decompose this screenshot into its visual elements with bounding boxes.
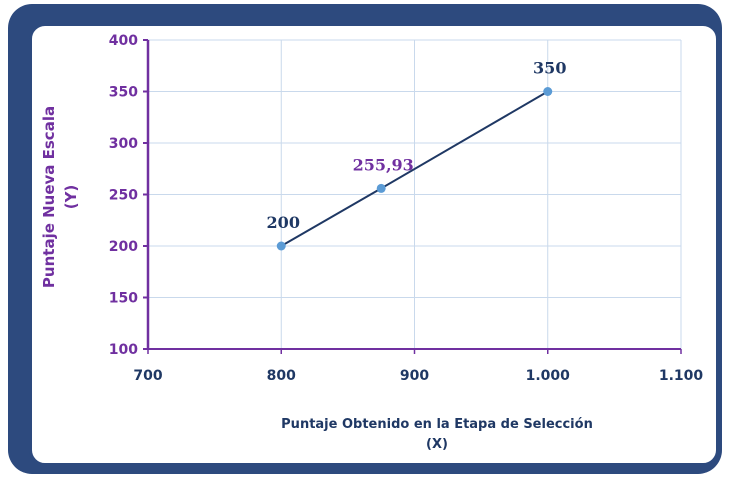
chart-panel [29,23,719,466]
y-axis-ticks: 100 150 200 250 300 350 400 [109,33,138,358]
x-axis-title-sub: (X) [426,437,448,452]
y-tick-label: 100 [109,342,138,358]
y-axis-title: Puntaje Nueva Escala [40,106,58,288]
x-tick-label: 700 [133,368,162,384]
y-tick-label: 200 [109,239,138,255]
y-tick-label: 350 [109,85,138,101]
y-tick-label: 250 [109,188,138,204]
y-tick-label: 150 [109,291,138,307]
x-tick-label: 1.000 [526,368,571,384]
data-point [276,241,286,251]
x-tick-label: 1.100 [659,368,704,384]
data-labels: 200 255,93 350 [267,59,567,233]
x-axis-ticks: 700 800 900 1.000 1.100 [133,368,703,384]
y-tick-label: 300 [109,136,138,152]
data-series [276,87,553,251]
data-point [543,87,553,96]
x-tick-label: 900 [400,368,429,384]
y-axis-title-sub: (Y) [62,185,80,210]
data-label: 350 [533,59,566,78]
chart-frame [8,4,722,474]
data-point [376,183,386,193]
axes [143,39,682,354]
gridlines [148,39,682,349]
x-axis-title: Puntaje Obtenido en la Etapa de Selecció… [281,417,593,432]
data-label: 200 [267,213,300,232]
x-tick-label: 800 [267,368,296,384]
data-label: 255,93 [353,155,414,174]
y-tick-label: 400 [109,33,138,49]
